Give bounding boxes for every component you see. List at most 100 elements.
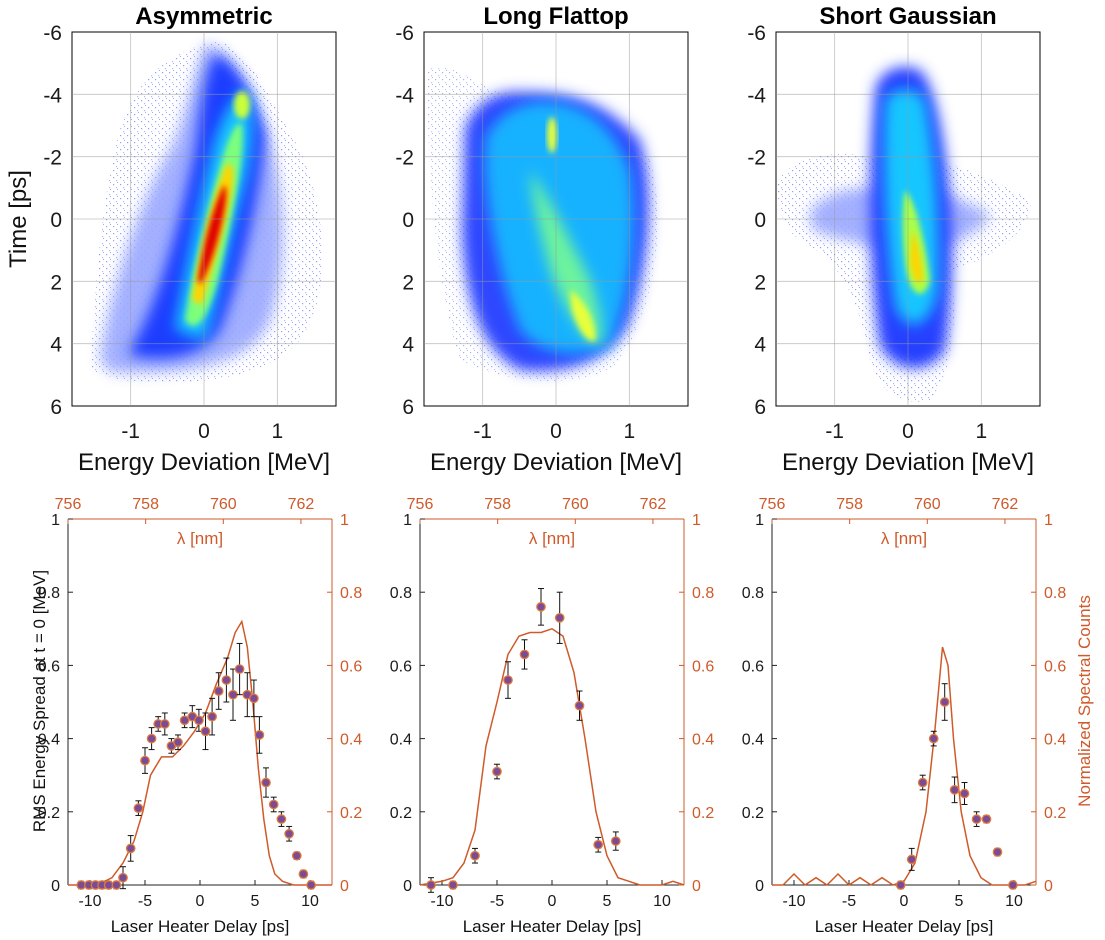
data-point: [291, 850, 302, 861]
right-y-tick-label: 0.2: [340, 805, 362, 822]
data-point: [159, 712, 170, 736]
heatmap-title: Asymmetric: [135, 3, 272, 30]
y-tick-label: 0.6: [742, 658, 764, 675]
y-tick-label: -2: [43, 147, 62, 170]
marker: [284, 828, 294, 839]
data-point: [906, 847, 917, 871]
x-tick-label: 10: [1005, 893, 1023, 910]
x-tick-label: 0: [548, 893, 557, 910]
data-point: [125, 835, 136, 862]
y-tick-label: -4: [747, 84, 766, 107]
marker: [194, 715, 204, 726]
y-tick-label: 0: [754, 209, 766, 232]
marker: [173, 737, 183, 748]
y-tick-label: -2: [747, 147, 766, 170]
y-tick-label: -2: [395, 147, 414, 170]
x-tick-label: -10: [78, 893, 101, 910]
heatmap-title: Long Flattop: [483, 3, 628, 30]
heatmap-image: [90, 41, 323, 383]
marker: [610, 836, 621, 846]
y-tick-label: 0.4: [742, 732, 764, 749]
x-axis-label: Energy Deviation [MeV]: [78, 449, 330, 476]
right-y-tick-label: 0.6: [340, 658, 362, 675]
marker: [228, 689, 238, 700]
y-tick-label: 0: [51, 878, 60, 895]
data-point: [228, 668, 238, 721]
y-tick-label: 0: [403, 878, 412, 895]
data-point: [234, 642, 245, 696]
right-y-tick-label: 0.8: [1044, 585, 1066, 602]
marker: [928, 733, 939, 744]
marker: [554, 612, 565, 623]
y-tick-label: 0: [50, 209, 62, 232]
data-point: [298, 869, 309, 879]
right-y-tick-label: 0.2: [1044, 805, 1066, 822]
marker: [276, 814, 287, 824]
marker: [234, 664, 245, 674]
y-tick-label: -4: [43, 84, 62, 107]
data-point: [426, 877, 436, 893]
y-tick-label: -6: [395, 22, 414, 45]
right-y-tick-label: 0.4: [692, 732, 714, 749]
data-point: [213, 672, 224, 710]
x-tick-label: 5: [955, 893, 964, 910]
heatmap-short-gaussian: Short Gaussian: [775, 3, 1041, 407]
marker: [917, 777, 928, 788]
data-point: [179, 712, 190, 729]
marker: [448, 880, 458, 890]
data-point: [146, 727, 157, 751]
marker: [200, 726, 211, 737]
top-x-tick-label: 756: [55, 496, 82, 513]
marker: [895, 880, 906, 890]
marker: [179, 715, 190, 726]
marker: [1008, 880, 1018, 890]
marker: [254, 730, 265, 740]
data-point: [470, 847, 480, 864]
data-point: [448, 880, 458, 890]
marker: [306, 880, 316, 890]
marker: [249, 693, 259, 704]
data-point: [503, 661, 513, 699]
data-point: [284, 825, 294, 842]
marker: [159, 719, 170, 729]
y-tick-label: 6: [754, 396, 766, 419]
right-y-tick-label: 0.4: [340, 732, 362, 749]
y-tick-label: 2: [50, 271, 62, 294]
x-tick-label: 1: [271, 420, 283, 443]
x-tick-label: 0: [900, 893, 909, 910]
y-tick-label: 2: [402, 271, 414, 294]
data-point: [939, 683, 950, 721]
right-y-tick-label: 0: [340, 878, 349, 895]
data-point: [268, 796, 279, 813]
data-point: [610, 831, 621, 851]
x-tick-label: -5: [842, 893, 856, 910]
heatmap-image: [428, 66, 658, 381]
marker: [118, 872, 128, 883]
heatmap-asymmetric: Asymmetric: [71, 3, 337, 407]
data-point: [536, 588, 546, 626]
marker: [906, 854, 917, 865]
marker: [133, 803, 144, 813]
marker: [207, 711, 217, 722]
y-tick-label: 2: [754, 271, 766, 294]
data-point: [200, 712, 211, 751]
x-axis-label: Energy Deviation [MeV]: [430, 449, 682, 476]
data-point: [207, 697, 217, 736]
y-tick-label: 0.2: [38, 805, 60, 822]
x-tick-label: 5: [251, 893, 260, 910]
marker: [470, 850, 480, 861]
marker: [213, 686, 224, 696]
spectrum-line: [419, 627, 685, 886]
top-x-tick-label: 762: [640, 496, 667, 513]
x-tick-label: -10: [782, 893, 805, 910]
marker: [981, 814, 992, 824]
top-x-axis-label: λ [nm]: [881, 529, 927, 548]
x-tick-label: 1: [623, 420, 635, 443]
y-tick-label: -6: [747, 22, 766, 45]
data-point: [574, 690, 585, 721]
x-tick-label: 0: [550, 420, 562, 443]
marker: [111, 880, 122, 890]
bottom-ylabel-left: RMS Energy Spread at t = 0 [MeV]: [30, 570, 49, 832]
